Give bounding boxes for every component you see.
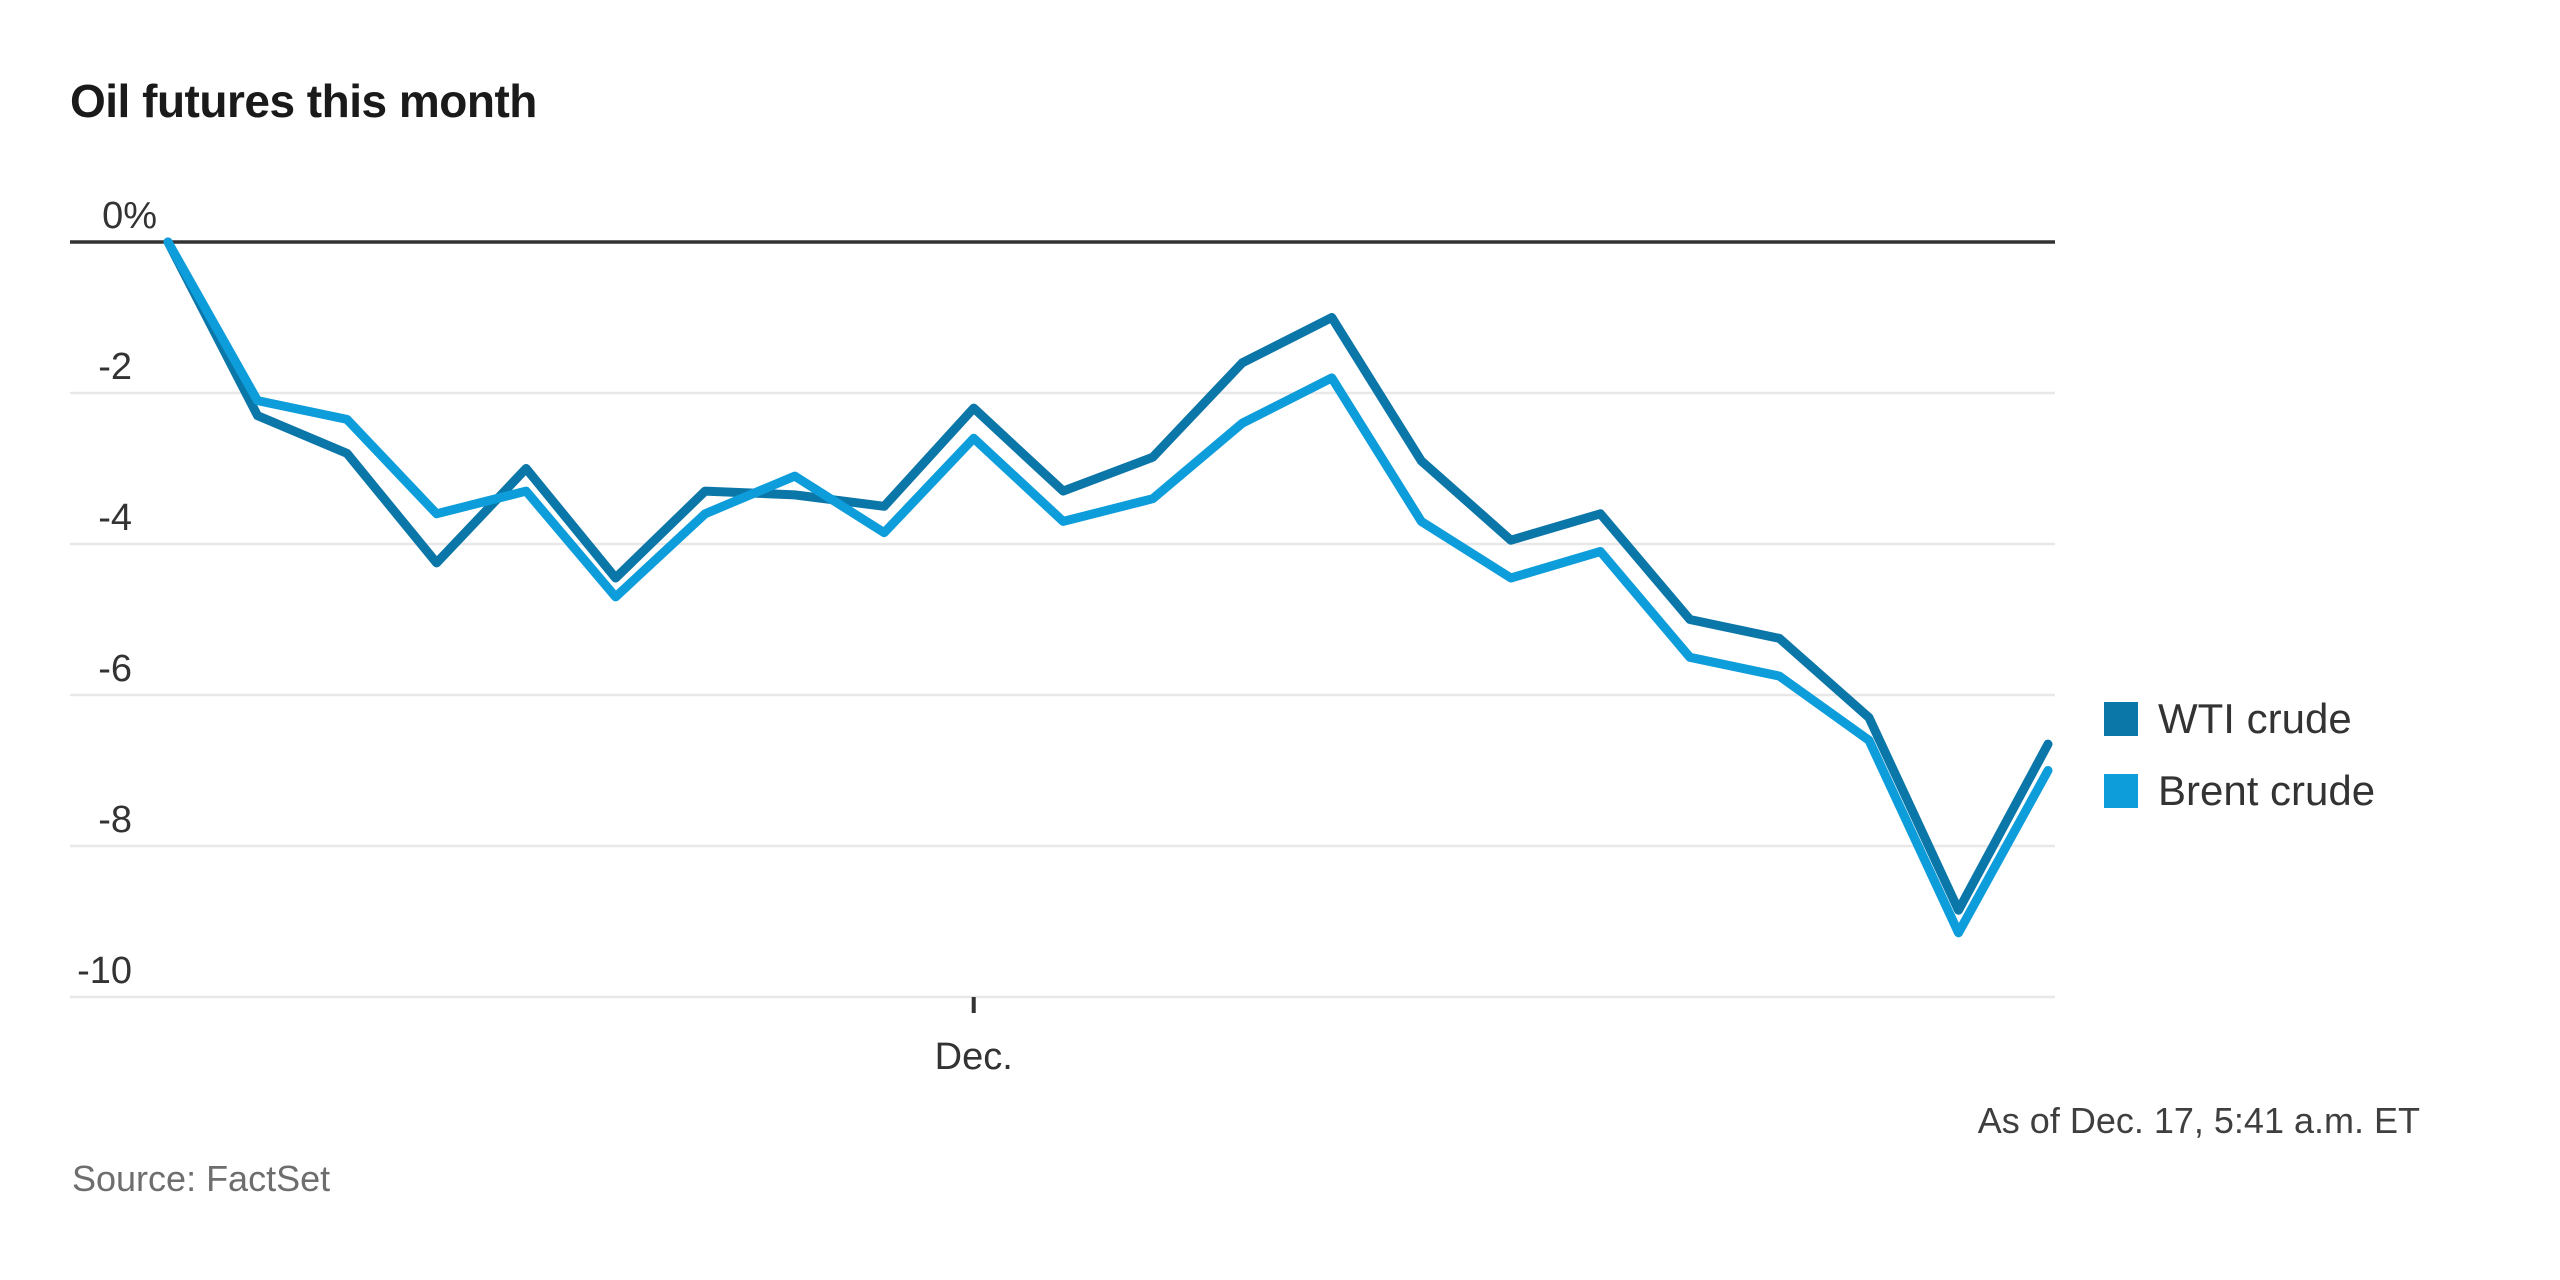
y-axis-label: 0% <box>102 195 157 237</box>
wti-label: WTI crude <box>2158 695 2352 742</box>
series-lines <box>163 237 2053 938</box>
y-axis-label: -8 <box>98 799 132 841</box>
y-axis-label: -4 <box>98 497 132 539</box>
y-axis-labels: 0% -2 -4 -6 -8 -10 <box>77 195 157 992</box>
x-axis: Dec. <box>935 997 1013 1078</box>
brent-label: Brent crude <box>2158 767 2376 814</box>
gridlines <box>70 240 2055 999</box>
brent-line <box>163 237 2053 938</box>
wti-swatch <box>2104 702 2138 736</box>
chart-title: Oil futures this month <box>70 75 537 127</box>
y-axis-label: -2 <box>98 346 132 388</box>
source-note: Source: FactSet <box>72 1158 331 1199</box>
legend-item-brent: Brent crude <box>2104 767 2375 814</box>
y-axis-label: -10 <box>77 950 132 992</box>
wti-line <box>163 237 2053 915</box>
as-of-note: As of Dec. 17, 5:41 a.m. ET <box>1977 1100 2420 1141</box>
legend-item-wti: WTI crude <box>2104 695 2375 742</box>
y-axis-label: -6 <box>98 648 132 690</box>
brent-swatch <box>2104 774 2138 808</box>
chart-legend: WTI crude Brent crude <box>2104 695 2375 846</box>
x-axis-tick-label: Dec. <box>935 1036 1013 1078</box>
